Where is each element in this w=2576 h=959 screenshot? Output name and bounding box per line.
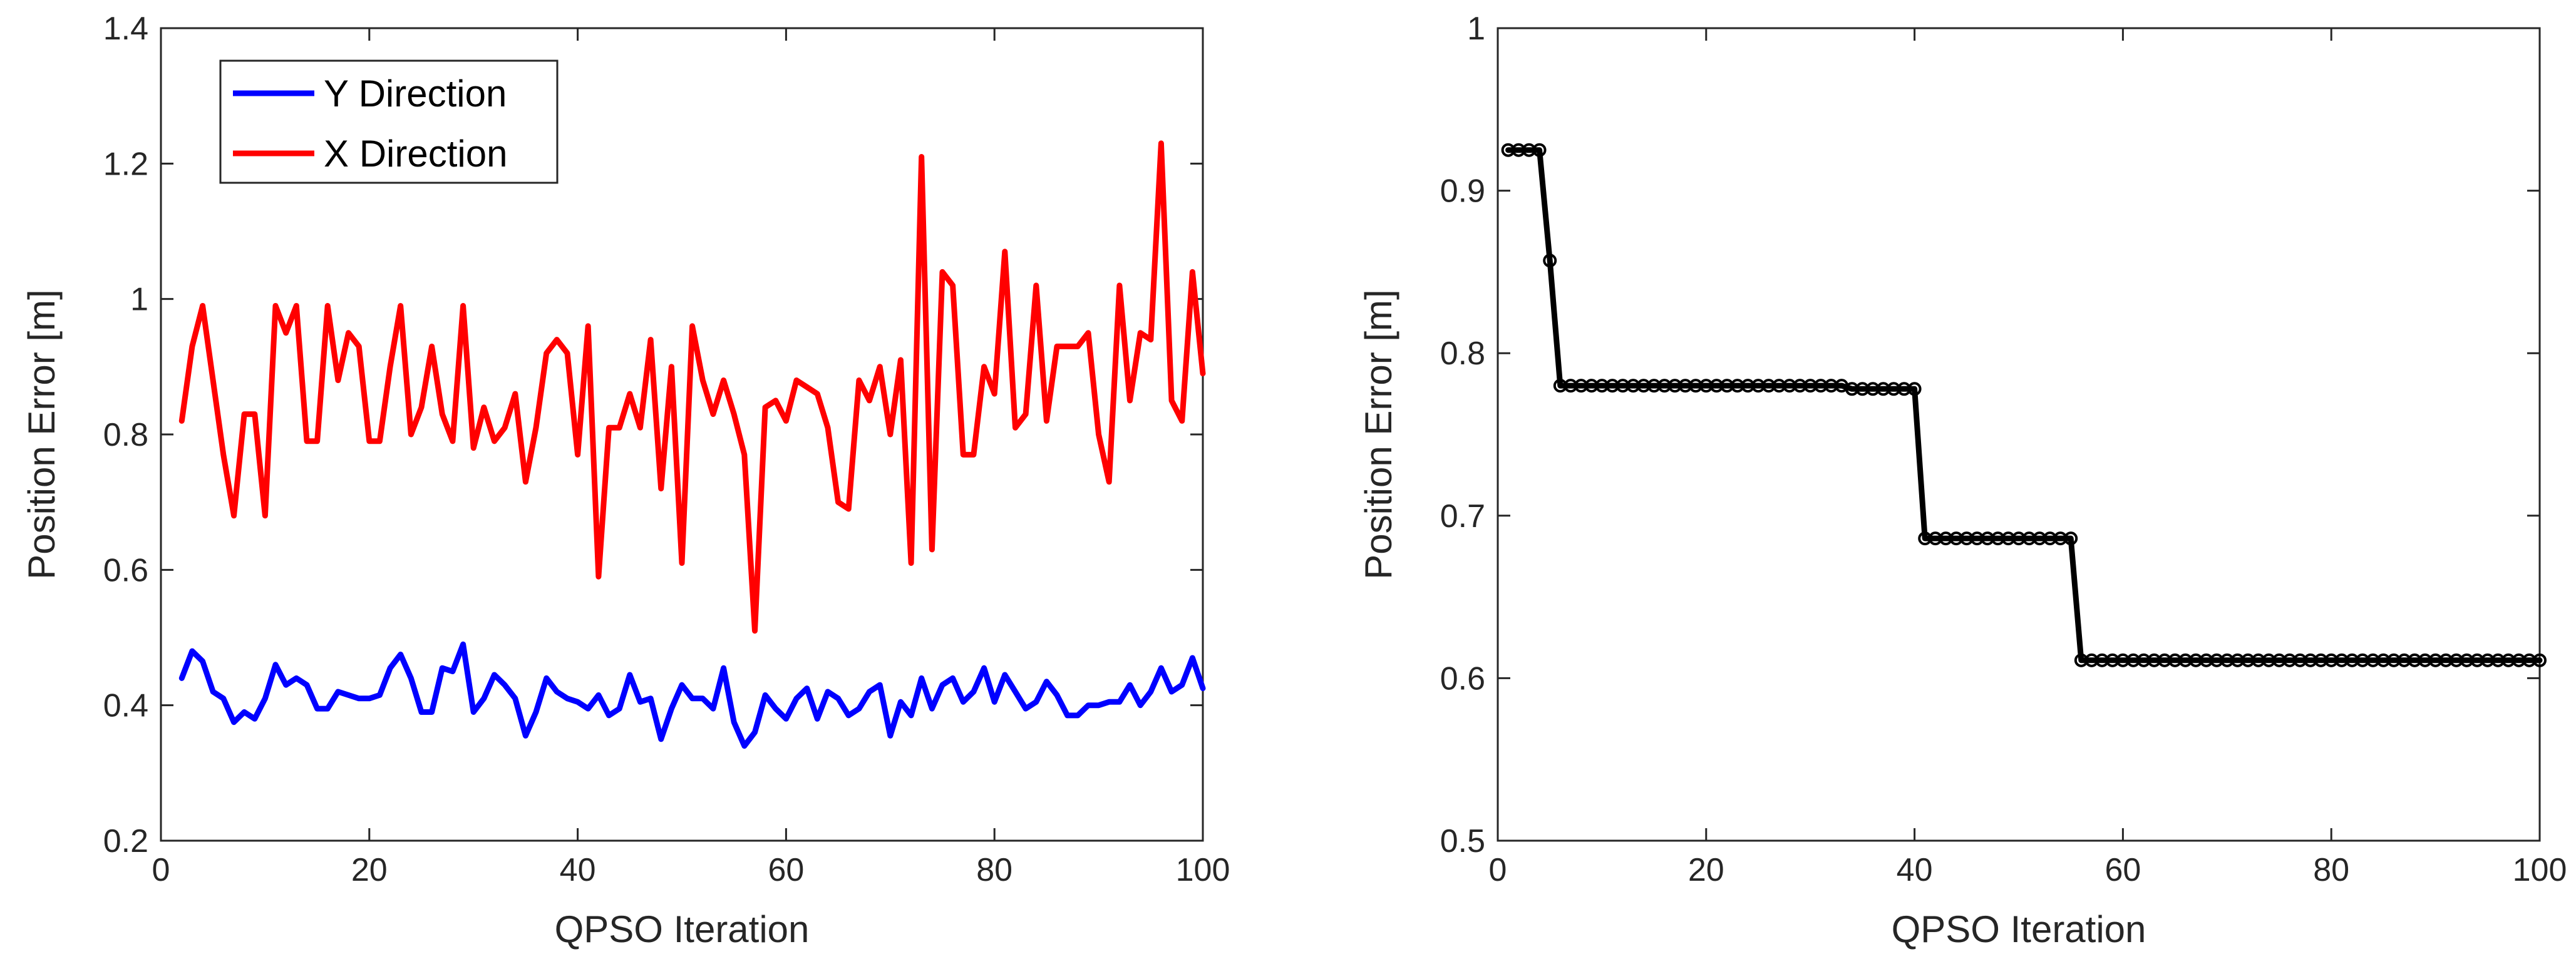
- x-tick-label: 100: [1176, 852, 1230, 888]
- legend: Y Direction X Direction: [219, 59, 559, 184]
- legend-label: Y Direction: [324, 73, 507, 115]
- x-axis-label: QPSO Iteration: [1892, 908, 2146, 950]
- chart-right: 0 20 40 60 80 100 0.5 0.6 0.7 0.8 0.9 1 QPSO Iterati…: [1358, 11, 2567, 950]
- y-axis-label: Position Error [m]: [1358, 289, 1399, 579]
- y-tick-label: 0.6: [1440, 660, 1485, 697]
- legend-label: X Direction: [324, 133, 507, 175]
- y-tick-label: 0.8: [1440, 336, 1485, 372]
- x-tick-label: 60: [768, 852, 804, 888]
- legend-box: [219, 59, 559, 184]
- x-tick-label: 0: [152, 852, 170, 888]
- data-point: [1543, 254, 1557, 268]
- y-tick-label: 0.2: [103, 823, 148, 859]
- x-tick-label: 40: [560, 852, 596, 888]
- x-tick-label: 80: [2313, 852, 2349, 888]
- x-tick-label: 60: [2105, 852, 2141, 888]
- y-axis-label: Position Error [m]: [21, 289, 63, 579]
- y-tick-label: 0.7: [1440, 498, 1485, 535]
- y-tick-label: 1: [130, 282, 148, 318]
- y-tick-label: 1: [1467, 11, 1485, 47]
- x-tick-label: 40: [1897, 852, 1933, 888]
- plot-area: [1497, 27, 2541, 842]
- series-line-x-direction: [178, 140, 1206, 634]
- data-point: [1907, 382, 1922, 396]
- y-tick-label: 0.5: [1440, 823, 1485, 859]
- y-tick-label: 1.4: [103, 11, 148, 47]
- y-tick-label: 0.4: [103, 688, 148, 724]
- y-tick-label: 0.6: [103, 552, 148, 588]
- chart-left: 0 20 40 60 80 100 0.2 0.4 0.6 0.8 1 1.2 1.4 QPSO Iter…: [21, 11, 1230, 950]
- x-tick-label: 100: [2513, 852, 2567, 888]
- y-tick-label: 1.2: [103, 146, 148, 182]
- data-point: [2533, 653, 2547, 667]
- data-point: [2064, 531, 2078, 546]
- x-tick-label: 20: [351, 852, 388, 888]
- data-point: [1532, 143, 1547, 157]
- x-axis-label: QPSO Iteration: [555, 908, 810, 950]
- y-tick-label: 0.8: [103, 417, 148, 453]
- x-tick-label: 0: [1489, 852, 1507, 888]
- y-tick-label: 0.9: [1440, 173, 1485, 210]
- x-tick-label: 20: [1688, 852, 1724, 888]
- x-tick-label: 80: [976, 852, 1012, 888]
- series-line-y-direction: [178, 641, 1206, 749]
